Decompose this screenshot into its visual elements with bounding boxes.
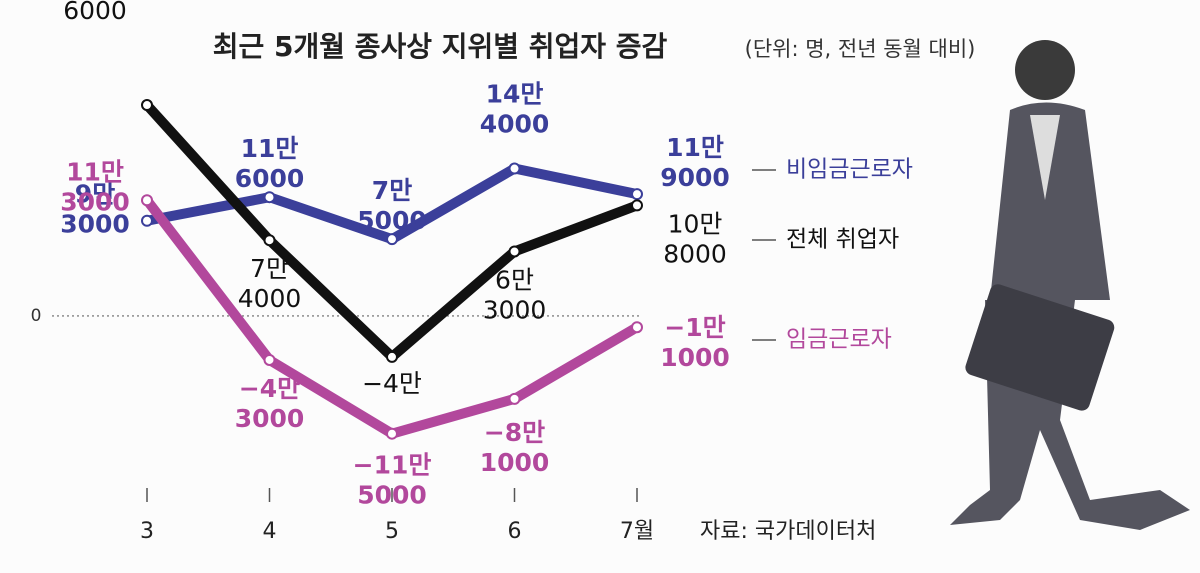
x-tick-label: 7월 xyxy=(620,519,654,544)
point xyxy=(263,191,276,204)
x-tick-label: 4 xyxy=(263,519,277,544)
point xyxy=(386,233,398,246)
data-label: 20만6000 xyxy=(63,0,127,25)
data-label: 7만 5000 xyxy=(357,176,427,235)
data-label: 9만 3000 xyxy=(60,180,130,239)
point xyxy=(631,321,643,334)
data-label: 11만 3000 xyxy=(60,157,130,216)
data-label: −1만 1000 xyxy=(660,313,730,372)
point xyxy=(263,353,276,366)
point xyxy=(631,199,643,212)
legend-label: 비임금근로자 xyxy=(786,157,913,183)
data-label: 11만 9000 xyxy=(660,133,730,192)
data-label: 14만 4000 xyxy=(480,80,550,139)
legend-label: 전체 취업자 xyxy=(786,227,899,253)
point xyxy=(386,427,398,440)
x-tick-label: 5 xyxy=(385,519,399,544)
x-tick-label: 3 xyxy=(140,519,154,544)
point xyxy=(631,188,643,201)
point xyxy=(508,162,521,175)
source: 자료: 국가데이터처 xyxy=(700,519,876,544)
y-tick-label: 0 xyxy=(31,306,42,326)
data-label: −4만 3000 xyxy=(235,374,305,433)
data-label: 7만 4000 xyxy=(238,254,302,313)
data-label: 10만 8000 xyxy=(663,209,727,268)
data-label: −11만 5000 xyxy=(353,451,432,510)
data-label: 6만 3000 xyxy=(483,265,547,324)
point xyxy=(508,245,521,258)
point xyxy=(386,350,398,363)
point xyxy=(141,99,153,112)
data-label: 11만 6000 xyxy=(235,134,305,193)
chart-subtitle: (단위: 명, 전년 동월 대비) xyxy=(745,37,976,61)
data-label: −8만 1000 xyxy=(480,418,550,477)
data-label: −4만 xyxy=(362,369,422,398)
point xyxy=(141,194,153,207)
legend-label: 임금근로자 xyxy=(786,327,892,353)
illustration xyxy=(950,40,1190,530)
point xyxy=(508,392,521,405)
chart-title: 최근 5개월 종사상 지위별 취업자 증감 xyxy=(213,30,668,63)
point xyxy=(263,234,276,247)
x-tick-label: 6 xyxy=(508,519,522,544)
point xyxy=(141,214,153,227)
